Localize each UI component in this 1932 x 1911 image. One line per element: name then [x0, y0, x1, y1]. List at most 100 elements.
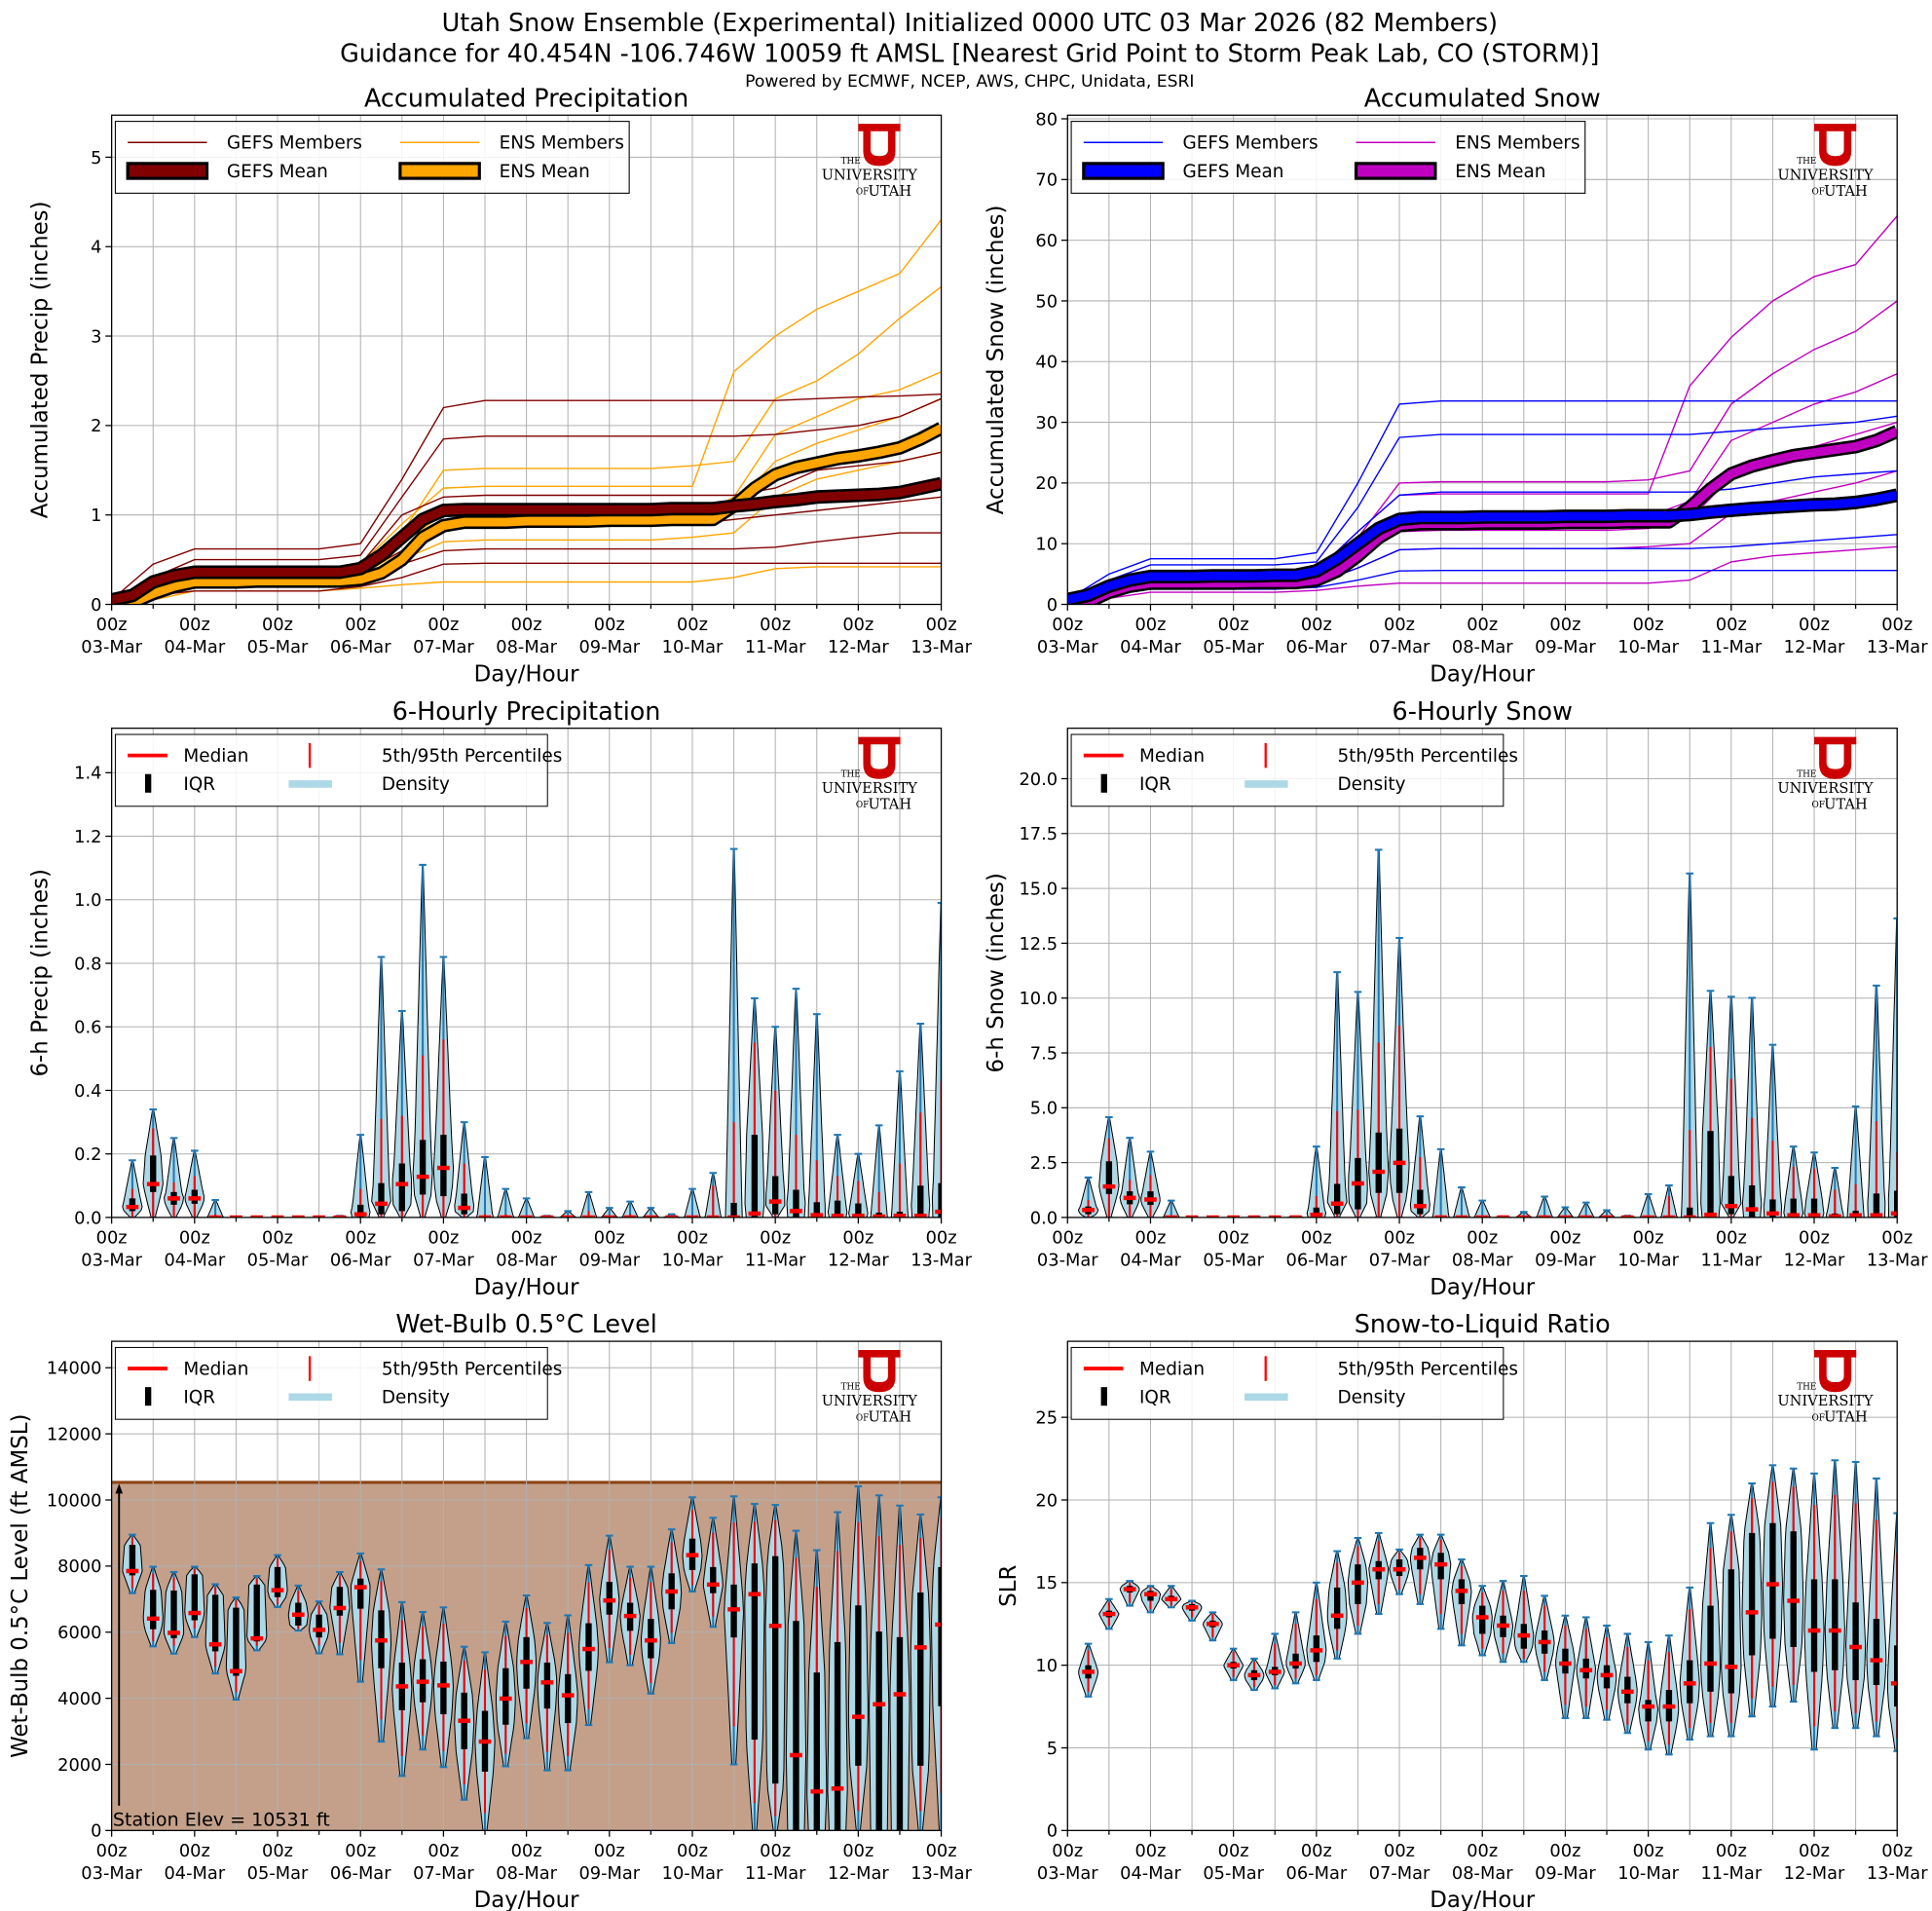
- violin-60h: [309, 1600, 330, 1655]
- violin-72h: [350, 1552, 371, 1683]
- logo-text-utah: UTAH: [869, 183, 912, 200]
- violin-84h: [1348, 991, 1368, 1218]
- iqr-box: [1333, 1587, 1341, 1630]
- data-layer: [1067, 215, 1898, 605]
- legend: Median 5th/95th Percentiles IQR Density: [114, 1346, 562, 1420]
- violin-210h: [1783, 1467, 1804, 1704]
- violin-204h: [1763, 1043, 1783, 1218]
- iqr-box: [1748, 1532, 1756, 1656]
- x-tick-label-hour: 00z: [842, 1228, 873, 1249]
- violin-144h: [599, 1534, 620, 1664]
- iqr-box: [1728, 1569, 1734, 1694]
- violin-144h: [600, 1207, 619, 1218]
- violin-24h: [1139, 1585, 1162, 1614]
- violin-66h: [329, 1570, 351, 1656]
- legend-border: [1070, 121, 1586, 194]
- violin-6h: [1077, 1176, 1099, 1218]
- x-tick-label-hour: 00z: [926, 1228, 957, 1249]
- violin-150h: [620, 1200, 640, 1218]
- y-tick-label: 15.0: [1019, 879, 1058, 899]
- x-tick-label-date: 07-Mar: [413, 637, 474, 657]
- y-tick-label: 20: [1035, 473, 1058, 494]
- iqr-box: [461, 1193, 467, 1215]
- iqr-box: [834, 1641, 841, 1831]
- logo-text-utah: UTAH: [1824, 796, 1868, 812]
- iqr-box: [938, 1182, 942, 1218]
- legend-patch-swatch: [1082, 162, 1165, 180]
- iqr-box: [565, 1673, 572, 1724]
- iqr-box: [813, 1202, 820, 1218]
- legend: Median 5th/95th Percentiles IQR Density: [1070, 733, 1518, 807]
- violin-240h: [1886, 1512, 1898, 1752]
- violin-6h: [122, 1533, 143, 1594]
- violin-132h: [559, 1210, 577, 1218]
- violin-138h: [1534, 1594, 1555, 1681]
- violin-234h: [910, 1513, 931, 1831]
- x-tick-label-hour: 00z: [262, 1841, 293, 1861]
- violin-174h: [1659, 1184, 1679, 1218]
- legend-label: IQR: [183, 1388, 215, 1408]
- legend-label: 5th/95th Percentiles: [1337, 746, 1518, 767]
- iqr-box: [357, 1204, 364, 1218]
- violin-186h: [1700, 1521, 1721, 1738]
- x-tick-label-date: 04-Mar: [1120, 637, 1181, 657]
- legend-label: ENS Mean: [1455, 162, 1545, 182]
- violin-36h: [225, 1596, 246, 1701]
- violin-density: [1887, 918, 1898, 1218]
- x-tick-label-hour: 00z: [1301, 1841, 1332, 1861]
- violin-162h: [1616, 1632, 1638, 1735]
- violin-24h: [1140, 1150, 1161, 1218]
- legend-patch-swatch: [398, 162, 481, 180]
- x-tick-label-date: 06-Mar: [1286, 1863, 1348, 1884]
- violin-138h: [578, 1563, 599, 1727]
- logo-text-of: OF: [1811, 1413, 1824, 1423]
- panel-title: 6-Hourly Precipitation: [392, 696, 661, 726]
- violin-156h: [641, 1207, 660, 1218]
- x-tick-label-date: 11-Mar: [1700, 637, 1762, 657]
- iqr-box: [1852, 1602, 1859, 1680]
- logo-text-of: OF: [856, 1413, 869, 1423]
- y-tick-label: 10.0: [1019, 989, 1058, 1009]
- logo-text-university: UNIVERSITY: [1777, 167, 1874, 183]
- violin-216h: [1803, 1472, 1825, 1751]
- iqr-box: [1707, 1131, 1714, 1218]
- violin-132h: [557, 1614, 578, 1772]
- iqr-box: [875, 1631, 882, 1831]
- x-tick-label-date: 08-Mar: [1452, 1251, 1513, 1271]
- iqr-box: [1707, 1605, 1714, 1692]
- y-tick-label: 1: [91, 506, 101, 526]
- iqr-box: [1417, 1189, 1424, 1215]
- y-tick-label: 0.0: [1030, 1208, 1058, 1228]
- y-tick-label: 0.6: [74, 1018, 101, 1038]
- violin-108h: [475, 1155, 495, 1218]
- x-tick-label-hour: 00z: [427, 1841, 459, 1861]
- y-axis-label: Accumulated Snow (inches): [984, 206, 1009, 515]
- violin-102h: [454, 1121, 475, 1218]
- x-tick-label-hour: 00z: [1633, 1228, 1664, 1249]
- x-tick-label-hour: 00z: [926, 615, 957, 635]
- x-tick-label-hour: 00z: [594, 1228, 625, 1249]
- logo-text-the: THE: [1797, 1383, 1816, 1393]
- violin-168h: [1639, 1193, 1657, 1218]
- violin-210h: [827, 1134, 848, 1218]
- violin-150h: [1577, 1201, 1595, 1218]
- x-tick-label-date: 09-Mar: [1535, 637, 1596, 657]
- violin-186h: [744, 1503, 765, 1831]
- violin-120h: [517, 1197, 536, 1218]
- x-tick-label-hour: 00z: [1301, 1228, 1332, 1249]
- panel-1: 01234500z03-Mar00z04-Mar00z05-Mar00z06-M…: [28, 83, 973, 687]
- violin-78h: [371, 1568, 392, 1743]
- violin-228h: [1845, 1460, 1867, 1730]
- gefs-member-line-1: [1067, 400, 1898, 601]
- iqr-box: [336, 1587, 344, 1616]
- x-tick-label-hour: 00z: [179, 1228, 210, 1249]
- x-tick-label-date: 12-Mar: [1784, 1251, 1845, 1271]
- violin-42h: [246, 1575, 268, 1652]
- logo-text-the: THE: [841, 1383, 861, 1393]
- violin-90h: [1368, 848, 1390, 1218]
- iqr-box: [1873, 1619, 1880, 1686]
- x-tick-label-date: 09-Mar: [578, 1863, 640, 1884]
- iqr-box: [1645, 1700, 1652, 1722]
- violin-60h: [1264, 1632, 1285, 1690]
- iqr-box: [1790, 1198, 1797, 1218]
